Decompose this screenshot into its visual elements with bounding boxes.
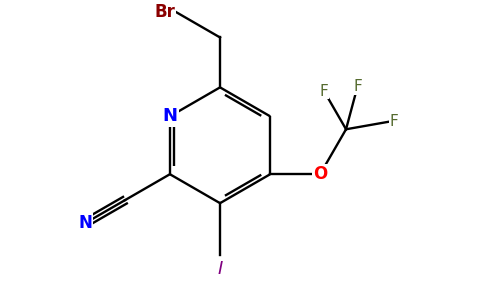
Text: I: I: [217, 260, 223, 278]
Text: N: N: [163, 107, 178, 125]
Text: N: N: [78, 214, 92, 232]
Text: F: F: [353, 79, 362, 94]
Text: F: F: [320, 84, 329, 99]
Text: F: F: [389, 114, 398, 129]
Text: Br: Br: [154, 2, 175, 20]
Text: O: O: [313, 165, 327, 183]
